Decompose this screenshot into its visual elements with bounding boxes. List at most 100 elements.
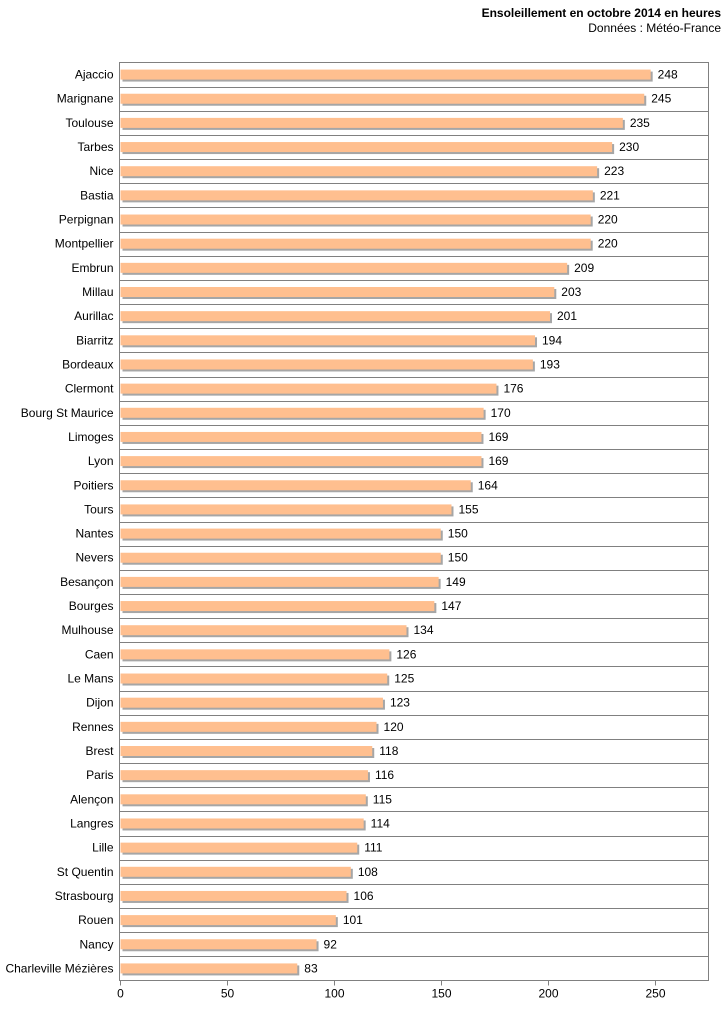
bar — [120, 939, 317, 950]
bar — [120, 552, 441, 563]
value-label: 115 — [373, 792, 392, 806]
value-label: 83 — [304, 961, 318, 975]
category-label: Ajaccio — [75, 68, 114, 82]
value-label: 201 — [557, 309, 577, 323]
value-label: 235 — [630, 116, 650, 130]
bar — [120, 625, 407, 636]
bar — [120, 311, 551, 322]
bar — [120, 407, 484, 418]
category-label: Clermont — [65, 382, 114, 396]
category-label: Nancy — [79, 937, 113, 951]
category-label: Limoges — [68, 430, 113, 444]
category-label: Bourges — [69, 599, 114, 613]
category-label: Toulouse — [65, 116, 113, 130]
bar — [120, 142, 613, 153]
category-label: Strasbourg — [55, 889, 114, 903]
value-label: 221 — [600, 188, 620, 202]
value-label: 176 — [503, 382, 523, 396]
bar — [120, 335, 536, 346]
bar — [120, 649, 390, 660]
category-label: Embrun — [71, 261, 113, 275]
bar — [120, 214, 591, 225]
bar — [120, 890, 347, 901]
bar — [120, 69, 651, 80]
category-label: Biarritz — [76, 333, 113, 347]
value-label: 220 — [598, 237, 618, 251]
bar — [120, 528, 441, 539]
chart-title: Ensoleillement en octobre 2014 en heures — [481, 6, 721, 20]
value-label: 248 — [658, 68, 678, 82]
category-label: Le Mans — [67, 672, 113, 686]
x-tick-label: 200 — [538, 987, 558, 1001]
chart-subtitle: Données : Météo-France — [588, 21, 721, 35]
bar — [120, 287, 555, 297]
value-label: 123 — [390, 696, 410, 710]
value-label: 108 — [358, 865, 378, 879]
bar-layer — [120, 69, 653, 976]
category-label: Millau — [82, 285, 113, 299]
bar — [120, 963, 298, 974]
category-label: Besançon — [60, 575, 113, 589]
category-label: Mulhouse — [61, 623, 113, 637]
category-label: Rennes — [72, 720, 113, 734]
category-label: Bordeaux — [62, 357, 113, 371]
label-layer: Ajaccio 248 Marignane 245 Toulouse 235 Tarbes 2… — [5, 68, 678, 976]
bar — [120, 721, 377, 732]
bar — [120, 746, 373, 756]
plot-area-frame — [119, 62, 709, 981]
bar — [120, 117, 623, 128]
category-label: Poitiers — [73, 478, 113, 492]
category-label: St Quentin — [57, 865, 114, 879]
bar — [120, 456, 482, 467]
category-label: Bourg St Maurice — [21, 406, 114, 420]
value-label: 245 — [651, 92, 671, 106]
value-label: 203 — [561, 285, 581, 299]
x-axis: 0 50 100 150 200 250 — [117, 980, 666, 1001]
bar — [120, 915, 336, 926]
category-label: Alençon — [70, 792, 113, 806]
category-label: Paris — [86, 768, 113, 782]
category-label: Montpellier — [55, 237, 114, 251]
bar — [120, 359, 533, 370]
bar — [120, 480, 471, 491]
category-label: Nice — [89, 164, 113, 178]
category-label: Langres — [70, 816, 113, 830]
value-label: 101 — [343, 913, 363, 927]
bar — [120, 504, 452, 515]
value-label: 147 — [441, 599, 461, 613]
bar — [120, 842, 358, 853]
bar — [120, 697, 383, 708]
bar — [120, 262, 568, 273]
category-label: Charleville Mézières — [5, 961, 113, 975]
value-label: 118 — [379, 744, 398, 758]
category-label: Nantes — [75, 527, 113, 541]
category-label: Dijon — [86, 696, 113, 710]
value-label: 125 — [394, 672, 414, 686]
value-label: 220 — [598, 213, 618, 227]
category-label: Lyon — [88, 454, 114, 468]
bar — [120, 818, 364, 829]
value-label: 230 — [619, 140, 639, 154]
bar — [120, 93, 645, 104]
value-label: 170 — [491, 406, 511, 420]
value-label: 150 — [448, 551, 468, 565]
category-label: Marignane — [57, 92, 114, 106]
category-label: Rouen — [78, 913, 113, 927]
value-label: 164 — [478, 478, 498, 492]
bar — [120, 770, 368, 781]
category-label: Caen — [85, 647, 114, 661]
value-label: 150 — [448, 527, 468, 541]
grid-layer — [119, 87, 709, 957]
value-label: 92 — [324, 937, 338, 951]
bar — [120, 166, 598, 177]
value-label: 126 — [396, 647, 416, 661]
value-label: 111 — [364, 841, 383, 855]
bar — [120, 431, 482, 442]
bar — [120, 866, 351, 877]
category-label: Brest — [85, 744, 114, 758]
value-label: 149 — [446, 575, 466, 589]
bar — [120, 794, 366, 805]
x-tick-label: 250 — [645, 987, 665, 1001]
category-label: Lille — [92, 841, 114, 855]
